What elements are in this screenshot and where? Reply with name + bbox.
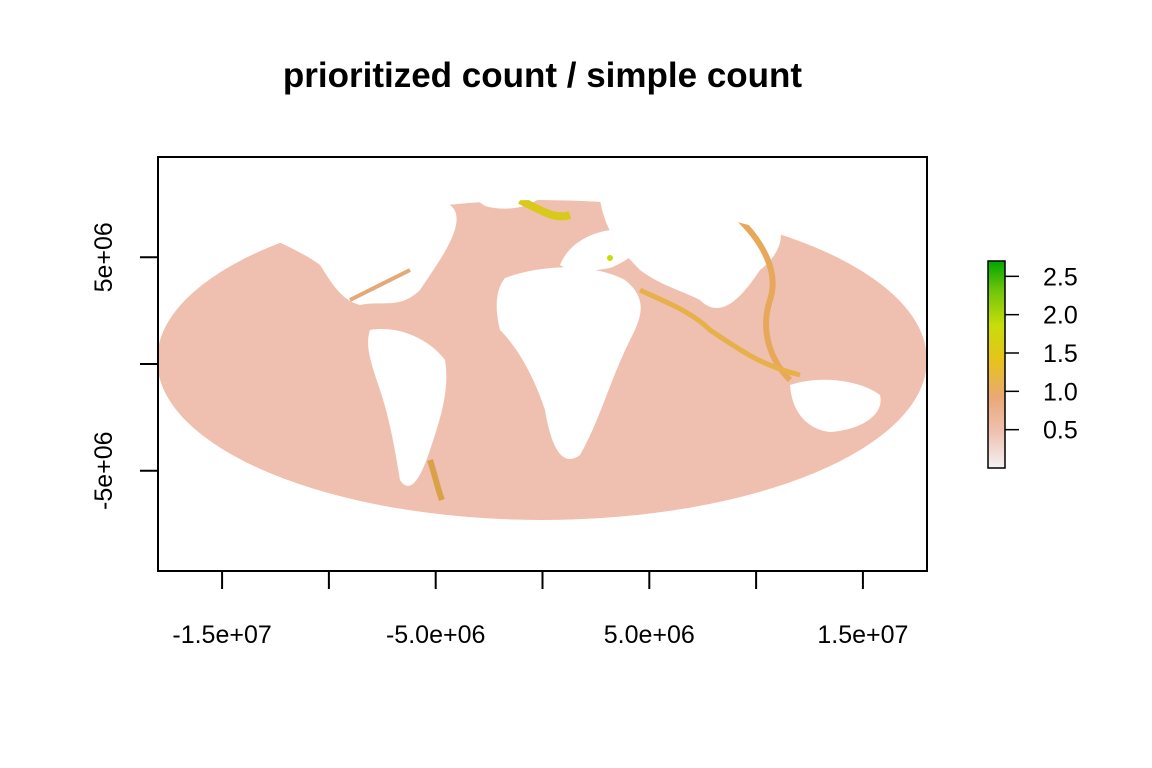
legend: 0.5 1.0 1.5 2.0 2.5 — [987, 260, 1078, 469]
x-tick-label: -1.5e+07 — [172, 621, 271, 649]
legend-tick-label: 1.0 — [1043, 378, 1078, 406]
legend-color-bar — [987, 260, 1006, 469]
legend-tick-label: 1.5 — [1043, 340, 1078, 368]
y-tick-label: -5e+06 — [90, 431, 118, 510]
x-axis: -1.5e+07 -5.0e+06 5.0e+06 1.5e+07 — [172, 570, 908, 649]
chart-title: prioritized count / simple count — [282, 56, 803, 95]
legend-tick-label: 2.0 — [1043, 302, 1078, 330]
legend-tick-label: 0.5 — [1043, 417, 1078, 445]
legend-tick-label: 2.5 — [1043, 263, 1078, 291]
y-tick-label: 5e+06 — [90, 222, 118, 292]
x-tick-label: 5.0e+06 — [604, 621, 695, 649]
map-raster — [158, 157, 927, 571]
x-tick-label: 1.5e+07 — [817, 621, 908, 649]
x-tick-label: -5.0e+06 — [386, 621, 485, 649]
y-axis: 5e+06 -5e+06 — [90, 222, 158, 510]
legend-ticks: 0.5 1.0 1.5 2.0 2.5 — [1005, 263, 1078, 445]
outside-map-mask — [158, 157, 927, 571]
